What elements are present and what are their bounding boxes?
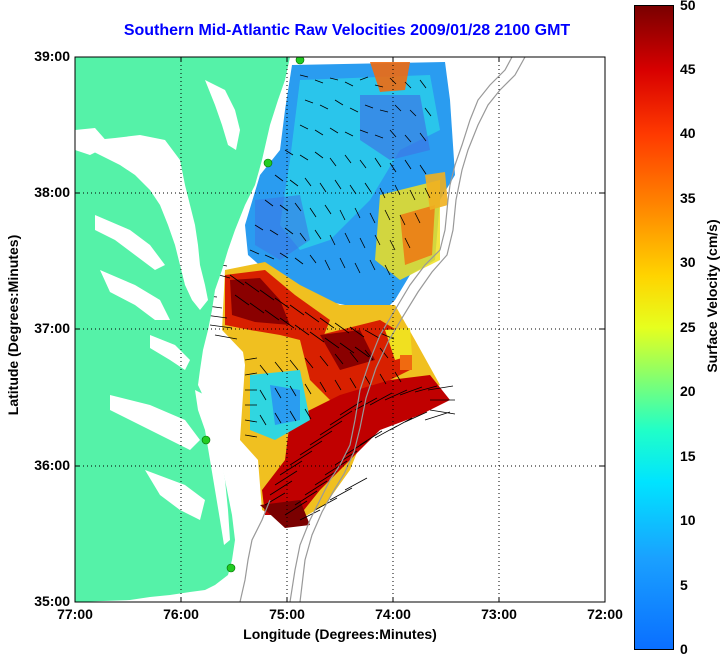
land-mass — [75, 57, 290, 602]
colorbar-tick-label: 25 — [680, 319, 696, 335]
colorbar-tick-label: 35 — [680, 190, 696, 206]
colorbar-tick-label: 10 — [680, 512, 696, 528]
colorbar-tick-label: 0 — [680, 641, 688, 657]
colorbar-label: Surface Velocity (cm/s) — [704, 219, 720, 373]
axis-tick-marks — [75, 56, 605, 603]
lat-tick-label: 36:00 — [34, 457, 70, 473]
bathymetry-contours — [239, 57, 526, 602]
map-grid — [75, 57, 605, 602]
y-axis-label: Latitude (Degrees:Minutes) — [5, 234, 21, 416]
colorbar-tick-label: 50 — [680, 0, 696, 13]
lat-tick-label: 35:00 — [34, 593, 70, 609]
lat-tick-label: 37:00 — [34, 320, 70, 336]
colorbar-tick-label: 40 — [680, 125, 696, 141]
lon-tick-label: 74:00 — [375, 606, 411, 622]
lon-tick-label: 77:00 — [57, 606, 93, 622]
colorbar-tick-label: 5 — [680, 577, 688, 593]
x-axis-label: Longitude (Degrees:Minutes) — [243, 626, 437, 642]
lat-tick-label: 38:00 — [34, 184, 70, 200]
lon-tick-label: 76:00 — [163, 606, 199, 622]
lat-tick-label: 39:00 — [34, 48, 70, 64]
colorbar-tick-label: 20 — [680, 383, 696, 399]
map-title: Southern Mid-Atlantic Raw Velocities 200… — [123, 22, 571, 39]
lon-tick-label: 75:00 — [269, 606, 305, 622]
colorbar-tick-label: 30 — [680, 254, 696, 270]
lon-tick-label: 73:00 — [481, 606, 517, 622]
colorbar-tick-label: 45 — [680, 61, 696, 77]
hf-radar-sites — [201, 57, 305, 573]
colorbar — [634, 5, 674, 650]
lon-tick-label: 72:00 — [587, 606, 623, 622]
colorbar-tick-label: 15 — [680, 448, 696, 464]
